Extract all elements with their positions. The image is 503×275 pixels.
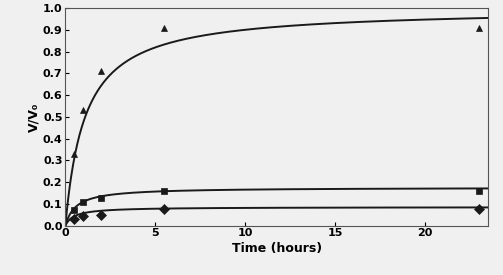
Y-axis label: V/V₀: V/V₀ [27,102,40,131]
X-axis label: Time (hours): Time (hours) [231,243,322,255]
